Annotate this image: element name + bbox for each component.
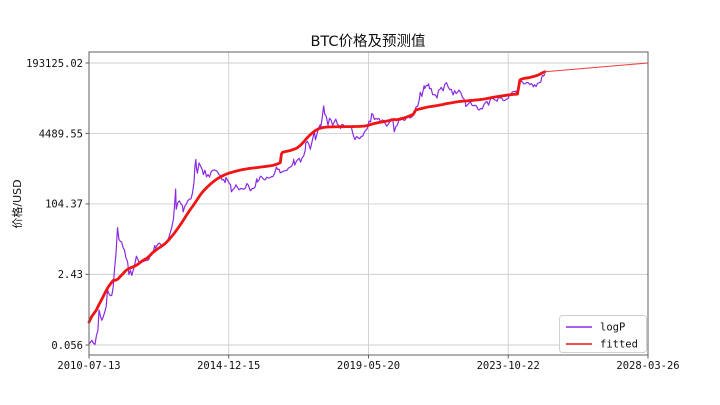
y-axis-title: 价格/USD bbox=[10, 179, 24, 228]
x-tick-label: 2023-10-22 bbox=[477, 360, 540, 372]
chart-title: BTC价格及预测值 bbox=[310, 33, 425, 50]
x-tick-label: 2028-03-26 bbox=[616, 360, 679, 372]
x-axis-tick-labels: 2010-07-13 2014-12-15 2019-05-20 2023-10-22… bbox=[57, 360, 679, 372]
y-tick-label: 0.056 bbox=[51, 340, 83, 352]
series-logP bbox=[88, 73, 546, 345]
legend-box bbox=[559, 315, 647, 353]
legend-fitted-label: fitted bbox=[600, 339, 638, 351]
legend-logp-label: logP bbox=[600, 322, 625, 334]
series-fitted bbox=[87, 70, 547, 324]
y-tick-label: 193125.02 bbox=[26, 58, 83, 70]
x-tick-label: 2019-05-20 bbox=[337, 360, 400, 372]
gridlines bbox=[88, 52, 649, 355]
y-tick-label: 2.43 bbox=[58, 269, 83, 281]
axis-ticks bbox=[85, 62, 649, 359]
y-axis-tick-labels: 193125.02 4489.55 104.37 2.43 0.056 bbox=[26, 58, 83, 352]
legend: logP fitted bbox=[559, 315, 647, 353]
y-tick-label: 4489.55 bbox=[39, 128, 83, 140]
series-fitted-forecast bbox=[544, 62, 649, 73]
x-tick-label: 2014-12-15 bbox=[197, 360, 260, 372]
x-tick-label: 2010-07-13 bbox=[57, 360, 120, 372]
y-tick-label: 104.37 bbox=[45, 199, 83, 211]
plot-series bbox=[87, 62, 649, 345]
